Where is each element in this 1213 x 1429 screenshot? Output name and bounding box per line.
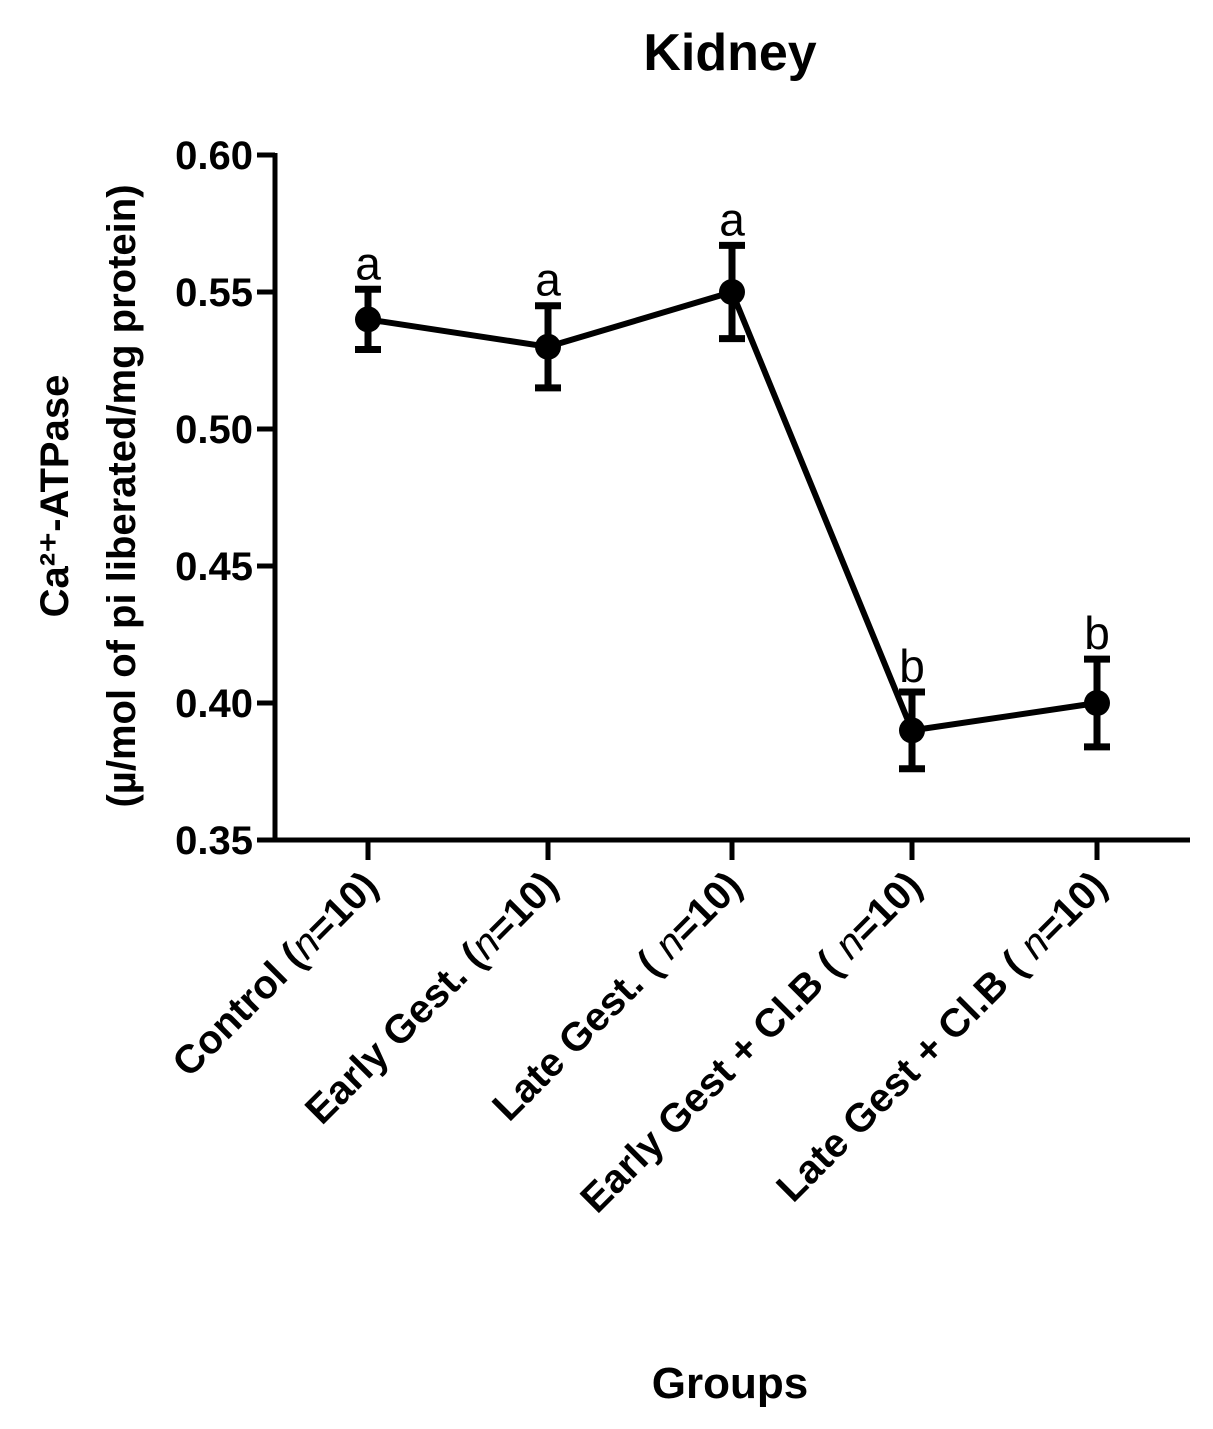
y-tick-label: 0.35 [175, 819, 253, 863]
significance-label: a [719, 193, 745, 245]
y-axis-label-line1: Ca²⁺-ATPase [33, 375, 77, 618]
x-ticks: Control (n=10)Early Gest. (n=10)Late Ges… [164, 840, 1115, 1221]
data-point [535, 333, 561, 360]
y-tick-label: 0.60 [175, 134, 253, 178]
y-tick-label: 0.40 [175, 682, 253, 726]
data-point [1084, 690, 1110, 716]
significance-label: b [1084, 607, 1110, 659]
data-series: a a a b b [355, 193, 1110, 773]
y-axis-label: Ca²⁺-ATPase (µ/mol of pi liberated/mg pr… [33, 184, 144, 807]
significance-label: a [355, 237, 381, 289]
x-axis-label: Groups [652, 1359, 808, 1408]
x-tick-label: Late Gest + Cl.B ( n=10) [768, 863, 1115, 1210]
significance-label: a [535, 254, 561, 306]
x-tick-label: Early Gest + Cl.B ( n=10) [572, 863, 930, 1221]
data-point [355, 306, 381, 333]
data-point [719, 279, 745, 305]
y-axis-label-line2: (µ/mol of pi liberated/mg protein) [100, 184, 144, 807]
series-line [367, 289, 1098, 734]
significance-label: b [899, 640, 925, 692]
y-ticks: 0.35 0.40 0.45 0.50 0.55 0.60 [175, 134, 275, 863]
y-tick-label: 0.50 [175, 408, 253, 452]
chart-title: Kidney [643, 24, 816, 82]
y-tick-label: 0.55 [175, 271, 253, 315]
y-tick-label: 0.45 [175, 545, 253, 589]
data-point [899, 717, 925, 744]
